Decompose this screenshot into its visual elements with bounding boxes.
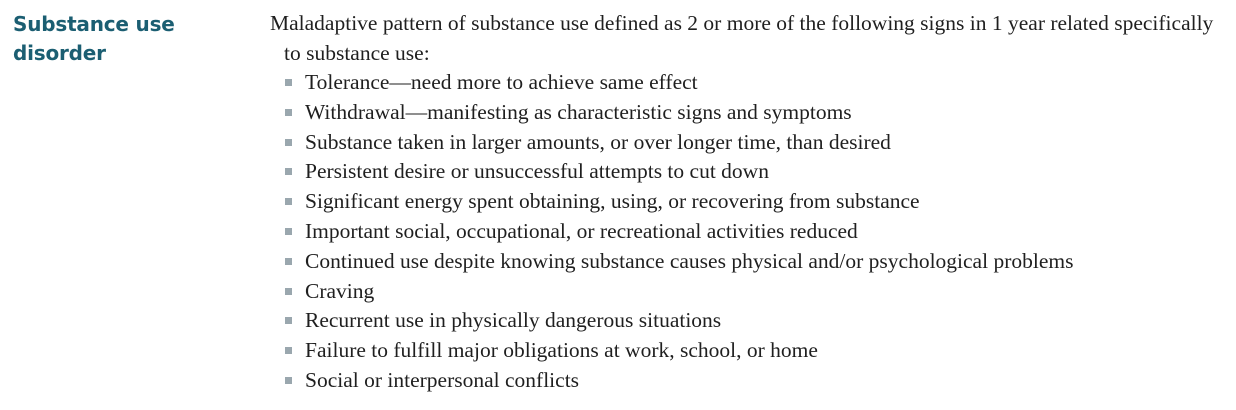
square-bullet-icon (285, 376, 292, 384)
term-heading: Substance use disorder (13, 10, 233, 68)
square-bullet-icon (285, 287, 292, 295)
criteria-item: Withdrawal—manifesting as characteristic… (284, 98, 1220, 128)
criteria-item: Tolerance—need more to achieve same effe… (284, 68, 1220, 98)
square-bullet-icon (285, 79, 292, 86)
criteria-item: Important social, occupational, or recre… (284, 217, 1220, 247)
criteria-text: Substance taken in larger amounts, or ov… (305, 129, 891, 154)
square-bullet-icon (285, 138, 292, 146)
square-bullet-icon (285, 257, 292, 265)
criteria-item: Persistent desire or unsuccessful attemp… (284, 157, 1220, 187)
definition-intro: Maladaptive pattern of substance use def… (270, 11, 1214, 65)
criteria-text: Failure to fulfill major obligations at … (305, 338, 818, 363)
criteria-text: Important social, occupational, or recre… (305, 218, 858, 243)
square-bullet-icon (285, 168, 292, 176)
criteria-item: Social or interpersonal conflicts (284, 366, 1220, 396)
criteria-item: Continued use despite knowing substance … (284, 247, 1220, 277)
criteria-text: Withdrawal—manifesting as characteristic… (305, 99, 852, 124)
criteria-text: Recurrent use in physically dangerous si… (305, 308, 722, 333)
square-bullet-icon (285, 227, 292, 235)
criteria-text: Tolerance—need more to achieve same effe… (305, 70, 698, 94)
criteria-item: Substance taken in larger amounts, or ov… (284, 128, 1220, 158)
square-bullet-icon (285, 198, 292, 206)
criteria-list: Tolerance—need more to achieve same effe… (270, 68, 1220, 396)
criteria-item: Craving (284, 277, 1220, 307)
square-bullet-icon (285, 108, 292, 116)
criteria-text: Continued use despite knowing substance … (305, 248, 1074, 273)
square-bullet-icon (285, 317, 292, 325)
criteria-text: Craving (305, 278, 375, 303)
square-bullet-icon (285, 347, 292, 355)
definition-block: Maladaptive pattern of substance use def… (270, 9, 1220, 396)
term-line-1: Substance use (13, 12, 175, 36)
criteria-item: Recurrent use in physically dangerous si… (284, 306, 1220, 336)
criteria-text: Significant energy spent obtaining, usin… (305, 189, 920, 214)
criteria-text: Persistent desire or unsuccessful attemp… (305, 159, 769, 184)
term-line-2: disorder (13, 41, 106, 65)
criteria-text: Social or interpersonal conflicts (305, 367, 580, 392)
criteria-item: Failure to fulfill major obligations at … (284, 336, 1220, 366)
criteria-item: Significant energy spent obtaining, usin… (284, 187, 1220, 217)
